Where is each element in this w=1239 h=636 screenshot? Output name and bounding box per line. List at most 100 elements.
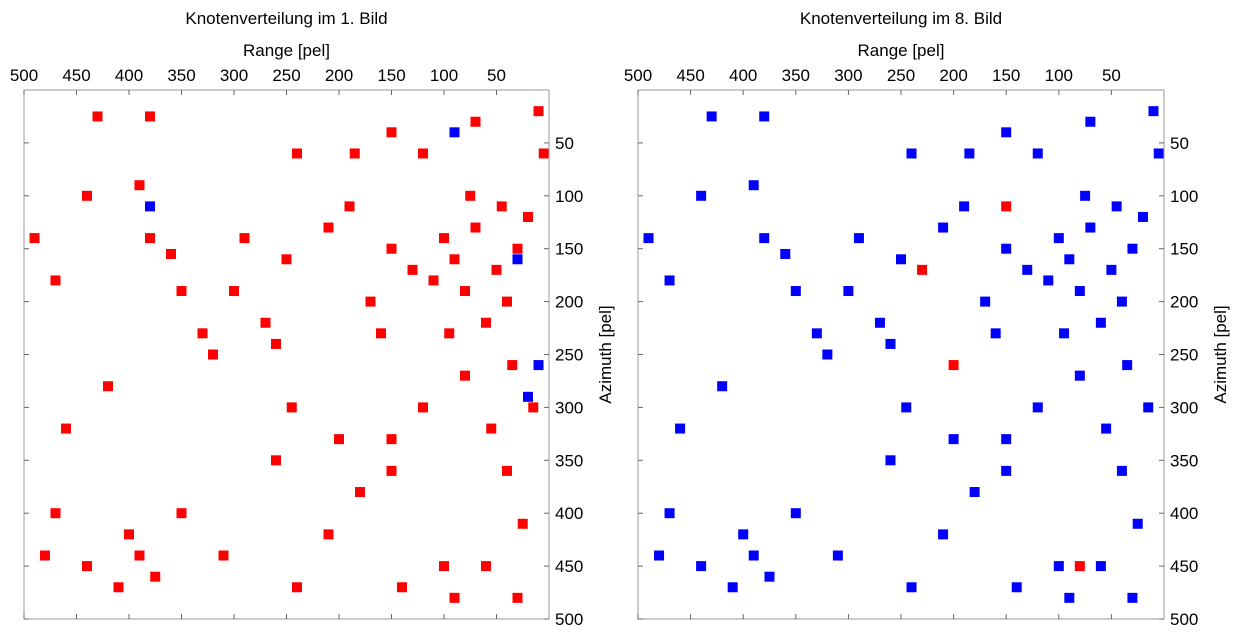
data-point <box>959 201 970 212</box>
data-point <box>1132 518 1143 529</box>
x-tick-label: 200 <box>325 66 353 85</box>
x-tick-label: 500 <box>10 66 38 85</box>
data-point <box>1064 254 1075 265</box>
data-point <box>113 582 124 593</box>
data-point <box>145 201 155 212</box>
data-point <box>1022 264 1033 275</box>
data-point <box>460 286 470 297</box>
data-point <box>1074 370 1085 381</box>
data-point <box>481 317 491 328</box>
data-point <box>948 360 959 371</box>
data-point <box>507 360 518 371</box>
data-point <box>964 148 975 159</box>
data-point <box>790 286 801 297</box>
data-point <box>1001 465 1012 476</box>
data-point <box>822 349 833 360</box>
chart-title: Knotenverteilung im 8. Bild <box>800 9 1002 28</box>
data-point <box>502 465 512 476</box>
x-axis-label: Range [pel] <box>858 41 945 60</box>
data-point <box>1032 402 1043 413</box>
data-point <box>1001 434 1012 445</box>
data-point <box>407 264 418 275</box>
data-point <box>696 561 707 572</box>
data-point <box>1074 561 1085 572</box>
data-point <box>365 296 376 307</box>
data-point <box>439 233 449 244</box>
x-tick-label: 250 <box>272 66 300 85</box>
x-tick-label: 100 <box>1045 66 1073 85</box>
data-point <box>145 233 155 244</box>
data-point <box>759 111 770 122</box>
data-point <box>1001 243 1012 254</box>
data-point <box>738 529 749 540</box>
data-point <box>1043 275 1054 286</box>
x-tick-label: 150 <box>992 66 1020 85</box>
x-tick-label: 450 <box>62 66 90 85</box>
y-tick-label: 300 <box>555 398 583 417</box>
y-tick-label: 350 <box>1170 451 1198 470</box>
data-point <box>780 248 791 259</box>
data-point <box>1095 561 1106 572</box>
y-axis-label: Azimuth [pel] <box>596 305 615 403</box>
data-point <box>1116 296 1127 307</box>
y-tick-label: 500 <box>1170 610 1198 629</box>
data-point <box>134 550 145 561</box>
y-tick-label: 300 <box>1170 398 1198 417</box>
data-point <box>470 222 481 233</box>
data-point <box>538 148 549 159</box>
data-point <box>386 465 397 476</box>
data-point <box>386 127 397 138</box>
data-point <box>386 243 397 254</box>
data-point <box>208 349 218 360</box>
data-point <box>832 550 843 561</box>
y-tick-label: 500 <box>555 610 583 629</box>
x-tick-label: 300 <box>834 66 862 85</box>
data-point <box>512 243 523 254</box>
data-point <box>1116 465 1127 476</box>
data-point <box>643 233 654 244</box>
y-tick-label: 50 <box>1170 134 1189 153</box>
chart-title: Knotenverteilung im 1. Bild <box>185 9 387 28</box>
data-point <box>439 561 449 572</box>
data-point <box>376 328 386 339</box>
data-point <box>355 487 365 498</box>
data-point <box>334 434 344 445</box>
y-tick-label: 50 <box>555 134 574 153</box>
data-point <box>82 561 92 572</box>
y-tick-label: 150 <box>1170 240 1198 259</box>
data-point <box>218 550 229 561</box>
data-point <box>271 338 281 349</box>
data-point <box>449 592 460 603</box>
data-point <box>533 360 544 371</box>
data-point <box>124 529 134 540</box>
x-tick-label: 150 <box>377 66 405 85</box>
data-point <box>418 148 428 159</box>
data-point <box>1074 286 1085 297</box>
data-point <box>50 508 61 519</box>
data-point <box>428 275 439 286</box>
data-point <box>502 296 512 307</box>
data-point <box>664 508 675 519</box>
data-point <box>281 254 292 265</box>
data-point <box>1053 233 1064 244</box>
data-point <box>271 455 281 466</box>
data-point <box>460 370 470 381</box>
y-tick-label: 350 <box>555 451 583 470</box>
data-point <box>1085 116 1096 127</box>
data-point <box>917 264 928 275</box>
data-point <box>512 592 523 603</box>
data-point <box>292 582 302 593</box>
y-tick-label: 200 <box>1170 293 1198 312</box>
y-tick-label: 400 <box>555 504 583 523</box>
data-point <box>1085 222 1096 233</box>
data-point <box>1148 106 1159 117</box>
data-point <box>523 211 533 222</box>
y-tick-label: 250 <box>555 346 583 365</box>
x-tick-label: 400 <box>729 66 757 85</box>
data-point <box>103 381 113 392</box>
x-tick-label: 350 <box>782 66 810 85</box>
y-tick-label: 100 <box>1170 187 1198 206</box>
data-point <box>874 317 885 328</box>
